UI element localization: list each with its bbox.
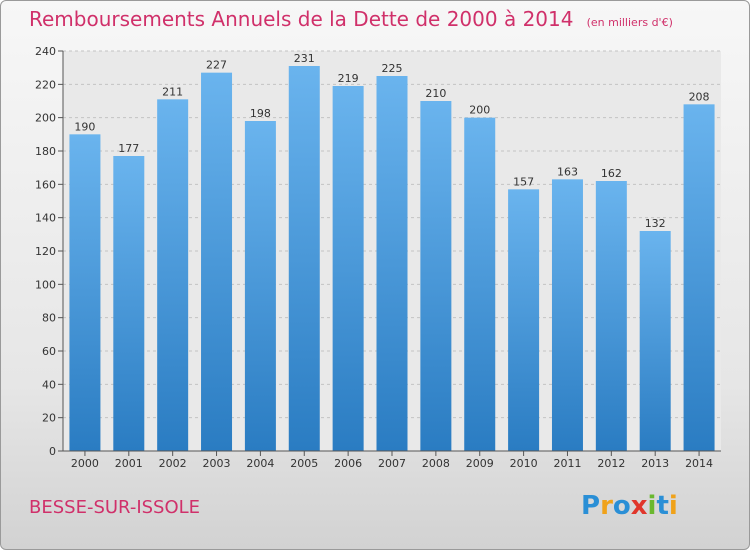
x-tick-label: 2002 [159,457,187,470]
y-tick-label: 120 [35,245,56,258]
bar [595,181,627,451]
chart-title: Remboursements Annuels de la Dette de 20… [29,7,574,31]
y-tick-label: 40 [42,378,56,391]
data-label: 219 [338,72,359,85]
data-label: 132 [645,217,666,230]
data-label: 208 [689,90,710,103]
x-tick-label: 2008 [422,457,450,470]
x-tick-label: 2007 [378,457,406,470]
data-label: 210 [425,87,446,100]
x-tick-label: 2009 [466,457,494,470]
y-tick-label: 200 [35,112,56,125]
logo-letter: P [581,491,601,521]
x-tick-label: 2014 [685,457,713,470]
bar [464,117,496,452]
data-label: 198 [250,107,271,120]
y-tick-label: 100 [35,278,56,291]
proxiti-logo[interactable]: Proxiti [581,491,678,521]
x-tick-label: 2004 [246,457,274,470]
bars-group: 190 177 211 227 198 231 219 225 210 200 157 163 162 1… [69,52,715,452]
y-tick-label: 20 [42,412,56,425]
bar [201,72,233,452]
y-tick-label: 0 [49,445,56,458]
bar [376,76,408,451]
y-tick-label: 80 [42,312,56,325]
bar [551,179,583,452]
data-label: 227 [206,59,227,72]
bar [288,66,320,451]
x-tick-label: 2010 [510,457,538,470]
axes-group: 0 20 40 60 80 100 120 140 160 180 200 220 240 2000 200… [35,45,721,470]
data-label: 190 [74,120,95,133]
y-tick-label: 180 [35,145,56,158]
bar [639,231,671,451]
x-tick-label: 2006 [334,457,362,470]
logo-letter: x [630,491,648,521]
bar [113,156,145,451]
data-label: 211 [162,85,183,98]
logo-letter: t [656,491,669,521]
y-tick-label: 140 [35,212,56,225]
bar [332,86,364,451]
y-tick-label: 160 [35,178,56,191]
x-tick-label: 2001 [115,457,143,470]
x-tick-label: 2000 [71,457,99,470]
logo-letter: i [668,491,678,521]
bar [420,101,452,451]
x-tick-label: 2013 [641,457,669,470]
x-tick-label: 2005 [290,457,318,470]
commune-name: BESSE-SUR-ISSOLE [29,497,201,518]
x-tick-label: 2003 [203,457,231,470]
x-tick-label: 2011 [553,457,581,470]
x-tick-label: 2012 [597,457,625,470]
data-label: 163 [557,165,578,178]
y-tick-label: 220 [35,78,56,91]
y-tick-label: 240 [35,45,56,58]
data-label: 177 [118,142,139,155]
data-label: 231 [294,52,315,65]
data-label: 225 [382,62,403,75]
bar [683,104,715,451]
title-row: Remboursements Annuels de la Dette de 20… [29,7,673,31]
logo-letter: o [612,491,631,521]
data-label: 162 [601,167,622,180]
logo-letter: r [600,491,613,521]
data-label: 200 [469,104,490,117]
y-tick-label: 60 [42,345,56,358]
bar [69,134,101,452]
bar [157,99,189,451]
logo-letter: i [647,491,657,521]
bar [508,189,540,452]
chart-subtitle: (en milliers d'€) [586,16,673,29]
bar [244,121,276,451]
data-label: 157 [513,175,534,188]
